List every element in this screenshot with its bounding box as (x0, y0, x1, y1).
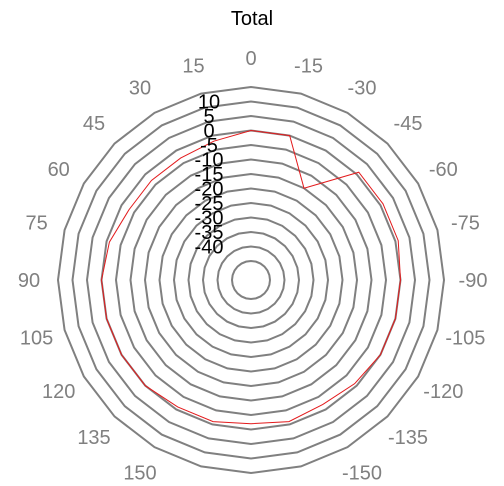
angle-tick-label: 105 (20, 328, 53, 350)
radial-tick-label: -30 (195, 208, 224, 230)
angle-tick-label: 30 (129, 78, 151, 100)
grid-ring (201, 230, 301, 330)
angle-tick-labels: 0-15-30-45-60-75-90-105-120-135-150-1651… (18, 48, 488, 486)
angle-tick-label: 75 (25, 213, 47, 235)
angle-tick-label: -15 (294, 56, 323, 78)
radial-tick-label: -5 (200, 135, 218, 157)
radial-tick-label: -20 (195, 179, 224, 201)
angle-tick-label: -90 (459, 270, 488, 292)
radial-tick-label: -40 (195, 237, 224, 259)
radial-tick-label: 0 (203, 121, 214, 143)
grid-ring (114, 143, 388, 417)
radial-tick-label: -10 (195, 150, 224, 172)
series-layer (100, 129, 402, 425)
angle-tick-label: -60 (429, 159, 458, 181)
grid-ring (85, 114, 417, 446)
radial-tick-label: -35 (195, 222, 224, 244)
radial-tick-label: -25 (195, 193, 224, 215)
radial-tick-label: 5 (203, 106, 214, 128)
angle-tick-label: -165 (288, 484, 328, 486)
grid-ring (216, 245, 286, 315)
chart-title: Total (230, 8, 274, 30)
angle-tick-label: 15 (182, 56, 204, 78)
angle-tick-label: 0 (245, 48, 256, 70)
angle-tick-label: -105 (445, 328, 485, 350)
angle-tick-label: -135 (388, 427, 428, 449)
angle-tick-label: 120 (42, 381, 75, 403)
grid-ring (129, 158, 373, 402)
grid-ring (187, 216, 315, 344)
angle-tick-label: 135 (77, 427, 110, 449)
radial-tick-label: -15 (195, 164, 224, 186)
polar-grid (56, 85, 446, 475)
angle-tick-label: 90 (18, 270, 40, 292)
grid-ring (100, 129, 402, 431)
angle-tick-label: 150 (123, 462, 156, 484)
angle-tick-label: -150 (342, 462, 382, 484)
series-line (100, 129, 402, 425)
radial-tick-label: 10 (198, 92, 220, 114)
angle-tick-label: 165 (177, 484, 210, 486)
angle-tick-label: -30 (348, 78, 377, 100)
angle-tick-label: -45 (394, 113, 423, 135)
angle-tick-label: -120 (423, 381, 463, 403)
angle-tick-label: 60 (48, 159, 70, 181)
grid-ring (158, 187, 344, 373)
angle-tick-label: 45 (83, 113, 105, 135)
grid-ring (143, 172, 359, 388)
grid-ring (56, 85, 446, 475)
angle-tick-label: -75 (451, 213, 480, 235)
grid-ring (230, 259, 272, 301)
grid-ring (71, 100, 431, 460)
grid-ring (172, 201, 330, 359)
